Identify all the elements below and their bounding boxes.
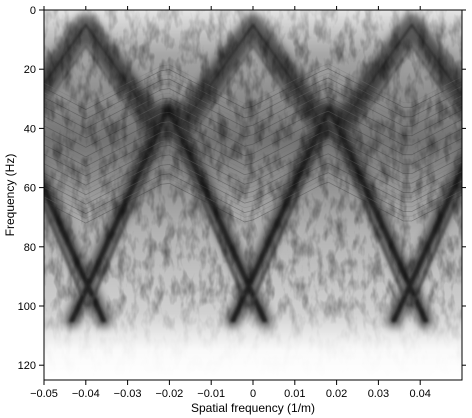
x-tick-label: −0.01 (197, 388, 225, 400)
x-tick-label: −0.04 (72, 388, 100, 400)
y-tick-label: 60 (24, 183, 36, 195)
x-tick-label: −0.05 (30, 388, 58, 400)
y-tick-label: 80 (24, 242, 36, 254)
x-tick-label: 0 (250, 388, 256, 400)
x-axis: −0.05 −0.04 −0.03 −0.02 −0.01 0 0.01 0.02 0.03 0.… (30, 6, 431, 400)
x-tick-label: −0.02 (155, 388, 183, 400)
x-tick-label: 0.01 (284, 388, 305, 400)
x-tick-label: −0.03 (114, 388, 142, 400)
heatmap-image (44, 10, 462, 380)
y-tick-label: 100 (18, 301, 36, 313)
x-tick-label: 0.03 (368, 388, 389, 400)
y-tick-label: 40 (24, 123, 36, 135)
y-tick-label: 20 (24, 64, 36, 76)
y-axis-label: Frequency (Hz) (3, 154, 17, 237)
y-tick-label: 120 (18, 360, 36, 372)
y-tick-label: 0 (30, 5, 36, 17)
x-tick-label: 0.04 (409, 388, 430, 400)
x-axis-label: Spatial frequency (1/m) (191, 401, 315, 415)
y-axis: 0 20 40 60 80 100 120 (18, 5, 466, 372)
x-tick-label: 0.02 (326, 388, 347, 400)
